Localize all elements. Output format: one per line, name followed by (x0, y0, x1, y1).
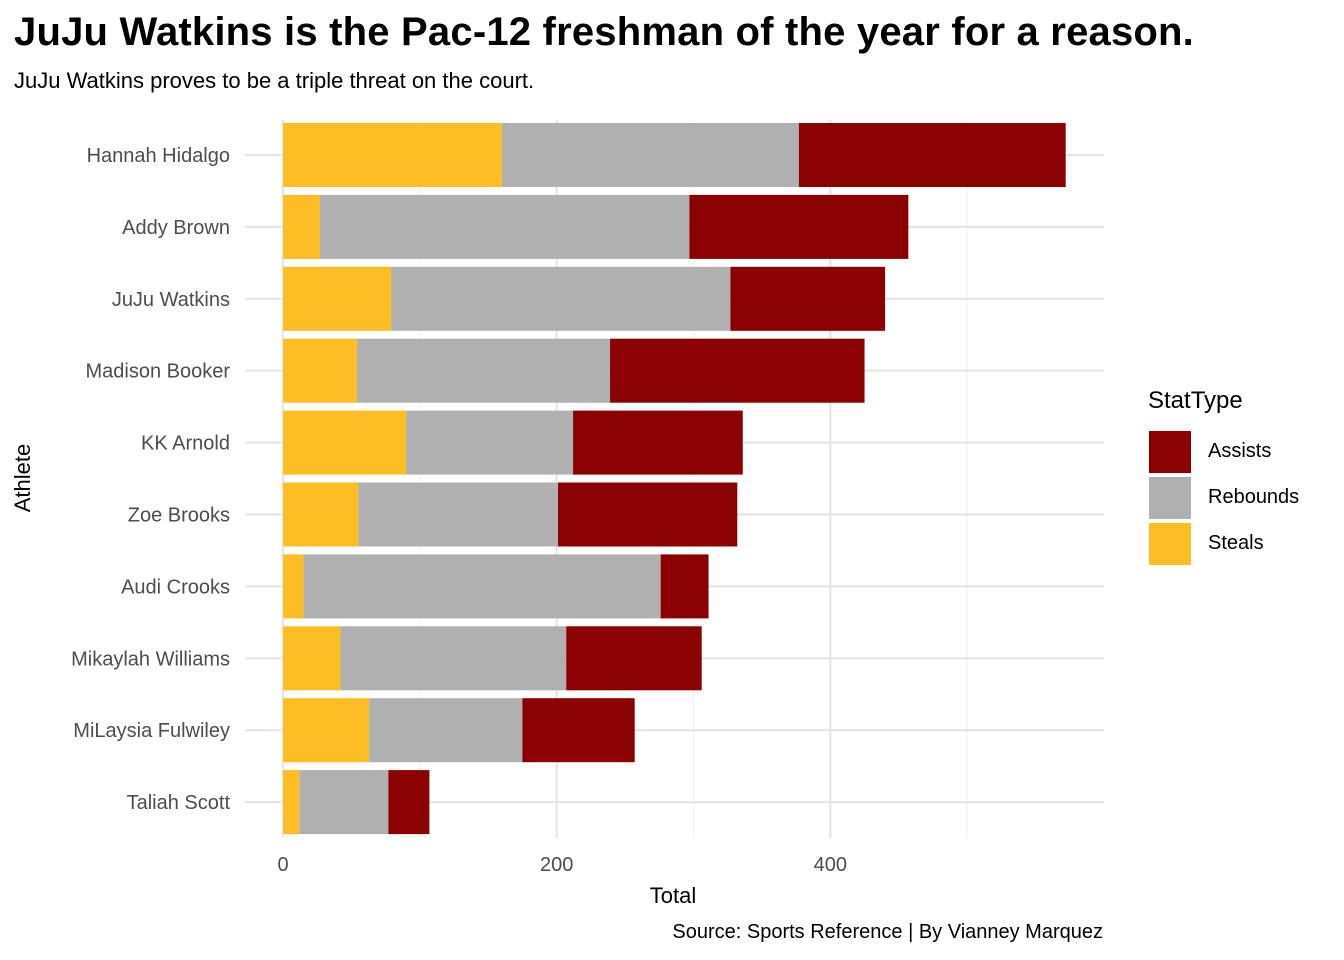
bar-assists-kk-arnold (573, 410, 743, 475)
bar-rebounds-kk-arnold (406, 410, 574, 475)
legend-label-rebounds: Rebounds (1208, 486, 1300, 508)
bar-assists-madison-booker (610, 338, 865, 403)
bar-assists-mikaylah-williams (566, 626, 702, 691)
bar-assists-taliah-scott (388, 770, 430, 835)
chart-title: JuJu Watkins is the Pac-12 freshman of t… (14, 10, 1194, 54)
x-tick-label: 400 (814, 854, 847, 876)
bar-assists-milaysia-fulwiley (522, 698, 635, 763)
legend-label-assists: Assists (1208, 440, 1272, 462)
x-tick-label: 200 (540, 854, 573, 876)
legend-swatch-rebounds (1149, 477, 1191, 519)
bar-steals-zoe-brooks (283, 482, 359, 547)
bar-steals-juju-watkins (283, 266, 392, 331)
legend-swatch-assists (1149, 431, 1191, 473)
bar-steals-addy-brown (283, 194, 320, 259)
chart-caption: Source: Sports Reference | By Vianney Ma… (672, 921, 1103, 943)
x-axis-tick-labels: 0 200 400 (277, 854, 847, 876)
y-tick-label: Hannah Hidalgo (87, 145, 230, 167)
bar-steals-madison-booker (283, 338, 357, 403)
bar-assists-zoe-brooks (558, 482, 738, 547)
legend-swatch-steals (1149, 523, 1191, 565)
bar-rebounds-taliah-scott (299, 770, 389, 835)
bar-assists-audi-crooks (660, 554, 709, 619)
bar-rebounds-madison-booker (356, 338, 611, 403)
bar-rebounds-hannah-hidalgo (501, 123, 799, 187)
bar-steals-hannah-hidalgo (283, 123, 502, 187)
y-tick-label: Madison Booker (85, 361, 230, 383)
bar-assists-addy-brown (689, 194, 909, 259)
legend-item-assists: Assists (1149, 431, 1339, 475)
bar-steals-taliah-scott (283, 770, 300, 835)
y-tick-label: Taliah Scott (127, 792, 231, 814)
bar-stacks (283, 123, 1066, 835)
bar-steals-milaysia-fulwiley (283, 698, 370, 763)
bar-rebounds-addy-brown (319, 194, 690, 259)
bar-steals-audi-crooks (283, 554, 304, 619)
bar-rebounds-zoe-brooks (358, 482, 559, 547)
legend-title: StatType (1148, 387, 1243, 414)
bar-steals-mikaylah-williams (283, 626, 341, 691)
bar-rebounds-juju-watkins (391, 266, 731, 331)
legend-item-steals: Steals (1149, 523, 1339, 567)
bar-steals-kk-arnold (283, 410, 407, 475)
bar-rebounds-mikaylah-williams (340, 626, 567, 691)
y-tick-label: Audi Crooks (121, 576, 230, 598)
y-tick-label: Addy Brown (122, 217, 230, 239)
legend-item-rebounds: Rebounds (1149, 477, 1339, 521)
y-axis-tick-labels: Hannah Hidalgo Addy Brown JuJu Watkins Madi… (71, 145, 230, 814)
y-tick-label: Zoe Brooks (128, 505, 230, 527)
legend-label-steals: Steals (1208, 532, 1264, 554)
y-tick-label: Mikaylah Williams (71, 648, 230, 670)
bar-assists-hannah-hidalgo (798, 123, 1066, 187)
y-tick-label: JuJu Watkins (112, 289, 230, 311)
x-tick-label: 0 (277, 854, 288, 876)
chart-subtitle: JuJu Watkins proves to be a triple threa… (14, 68, 535, 93)
bar-rebounds-audi-crooks (303, 554, 661, 619)
y-tick-label: MiLaysia Fulwiley (73, 720, 230, 742)
y-tick-label: KK Arnold (141, 433, 230, 455)
bar-assists-juju-watkins (730, 266, 886, 331)
bar-rebounds-milaysia-fulwiley (369, 698, 523, 763)
y-axis-label: Athlete (10, 444, 35, 513)
x-axis-label: Total (650, 883, 696, 908)
